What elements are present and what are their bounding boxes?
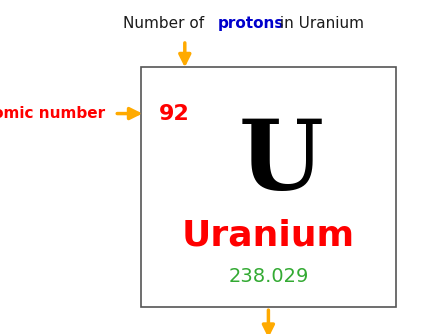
Text: Number of: Number of <box>123 16 209 31</box>
Text: protons: protons <box>218 16 284 31</box>
Text: U: U <box>239 116 323 210</box>
Text: in Uranium: in Uranium <box>275 16 364 31</box>
Text: Uranium: Uranium <box>182 218 355 252</box>
Text: 92: 92 <box>158 104 189 124</box>
Bar <box>141 67 396 307</box>
Text: Atomic number: Atomic number <box>0 106 106 121</box>
Text: 238.029: 238.029 <box>228 267 308 286</box>
